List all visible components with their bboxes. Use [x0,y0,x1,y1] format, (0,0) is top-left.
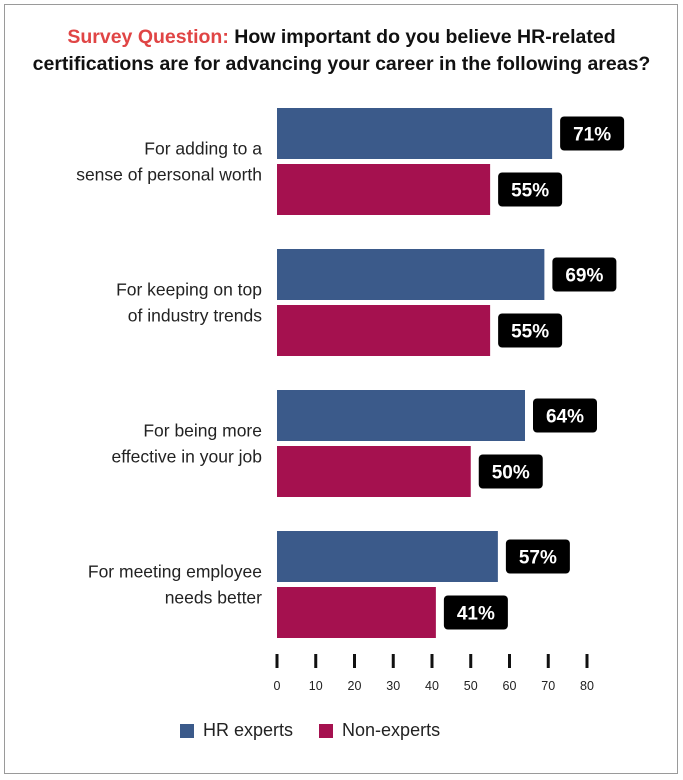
x-tick-label: 50 [464,679,478,693]
category-label: For meeting employee [88,562,262,582]
category-label: For adding to a [144,139,262,159]
category-label: For being more [143,421,262,441]
chart-title: Survey Question: How important do you be… [0,24,683,78]
data-label-box [560,116,625,151]
bar-non-experts [277,164,491,215]
data-label: 55% [511,181,549,202]
data-label: 57% [519,548,557,569]
x-tick-label: 20 [348,679,362,693]
data-label: 64% [546,407,584,428]
data-label-box [498,172,563,207]
bar-non-experts [277,446,471,497]
title-lead: Survey Question: [67,26,229,48]
legend-label-non-experts: Non-experts [342,720,441,740]
category-label: of industry trends [128,306,262,326]
bar-non-experts [277,587,436,638]
legend-swatch-non-experts [319,723,334,738]
data-label-box [533,398,597,433]
category-label: For keeping on top [116,280,262,300]
x-tick-label: 80 [580,679,594,693]
category-label: sense of personal worth [76,165,262,185]
x-tick-label: 40 [425,679,439,693]
data-label: 69% [565,266,603,287]
data-label-box [478,454,543,489]
data-label: 50% [492,463,530,484]
data-label-box [552,257,617,292]
bar-non-experts [277,305,491,356]
bar-hr-experts [277,108,553,159]
bar-hr-experts [277,249,545,300]
x-tick-label: 10 [309,679,323,693]
category-label: needs better [165,588,262,608]
data-label-box [443,595,508,630]
bar-hr-experts [277,531,498,582]
category-label: effective in your job [112,447,262,467]
legend-item-hr-experts: HR experts [180,720,293,741]
x-tick-label: 30 [386,679,400,693]
data-label-box [498,313,563,348]
x-tick-label: 0 [274,679,281,693]
legend: HR experts Non-experts [180,720,466,741]
title-line-1: How important do you believe HR-related [234,26,616,48]
data-label: 41% [457,604,495,625]
data-label: 71% [573,125,611,146]
legend-swatch-hr-experts [180,723,194,738]
x-tick-label: 60 [503,679,517,693]
data-label-box [505,539,570,574]
x-tick-label: 70 [541,679,555,693]
legend-label-hr-experts: HR experts [203,720,294,740]
data-label: 55% [511,322,549,343]
legend-item-non-experts: Non-experts [319,720,440,741]
title-line-2: certifications are for advancing your ca… [32,53,651,75]
bar-hr-experts [277,390,525,441]
